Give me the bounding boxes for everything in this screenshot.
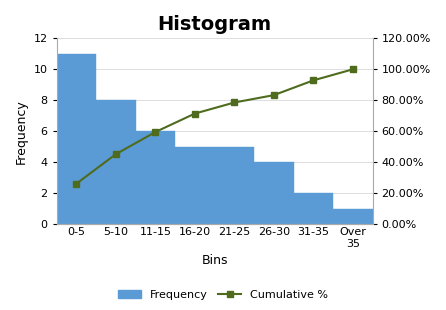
- Bar: [293, 193, 333, 224]
- Bar: [175, 147, 215, 224]
- Bar: [57, 54, 96, 224]
- Title: Histogram: Histogram: [157, 15, 272, 34]
- Bar: [254, 162, 293, 224]
- Bar: [136, 131, 175, 224]
- Y-axis label: Frequency: Frequency: [15, 99, 28, 164]
- Bar: [333, 209, 372, 224]
- Bar: [215, 147, 254, 224]
- X-axis label: Bins: Bins: [202, 254, 228, 267]
- Bar: [96, 100, 136, 224]
- Legend: Frequency, Cumulative %: Frequency, Cumulative %: [114, 286, 332, 304]
